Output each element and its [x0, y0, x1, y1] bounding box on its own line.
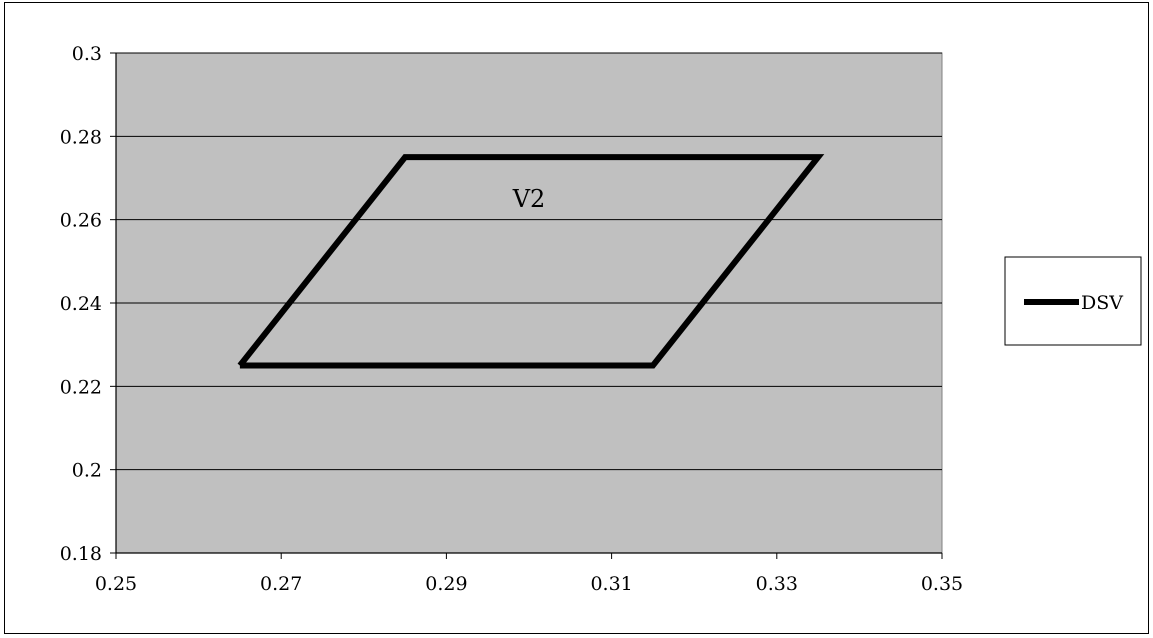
x-tick-label: 0.27 [260, 573, 302, 595]
x-tick-label: 0.35 [921, 573, 963, 595]
legend-label-dsv: DSV [1081, 292, 1123, 314]
annotation-label: V2 [512, 185, 546, 213]
grid-lines [116, 52, 942, 471]
y-tick-label: 0.22 [60, 376, 102, 398]
y-tick-label: 0.28 [60, 126, 102, 148]
chart-frame: 0.18 0.2 0.22 0.24 0.26 0.28 0.3 0.25 0.27 0.29 0.… [4, 2, 1149, 634]
x-tick-label: 0.31 [590, 573, 632, 595]
x-tick-label: 0.33 [756, 573, 798, 595]
legend: DSV [1004, 256, 1142, 346]
y-tick-label: 0.2 [72, 460, 102, 482]
y-tick-label: 0.26 [60, 210, 102, 232]
y-tick-label: 0.3 [72, 43, 102, 65]
y-tick-label: 0.18 [60, 543, 102, 565]
y-tick-label: 0.24 [60, 293, 102, 315]
series-layer [237, 154, 825, 369]
ticks: 0.18 0.2 0.22 0.24 0.26 0.28 0.3 0.25 0.27 0.29 0.… [60, 43, 963, 595]
annotation-layer: V2 [512, 185, 546, 213]
x-tick-label: 0.25 [95, 573, 137, 595]
x-tick-label: 0.29 [425, 573, 467, 595]
chart-svg: 0.18 0.2 0.22 0.24 0.26 0.28 0.3 0.25 0.27 0.29 0.… [60, 43, 1142, 595]
